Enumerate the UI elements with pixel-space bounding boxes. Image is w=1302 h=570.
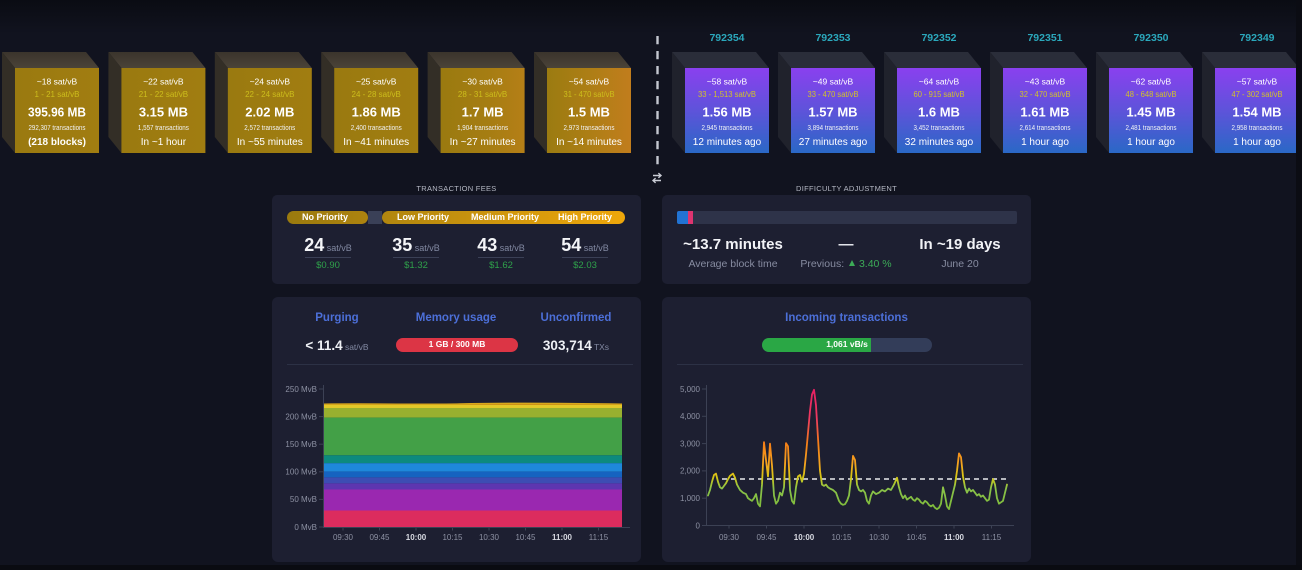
svg-text:24 - 28 sat/vB: 24 - 28 sat/vB — [352, 90, 401, 99]
svg-text:27 minutes ago: 27 minutes ago — [799, 137, 868, 148]
svg-text:395.96 MB: 395.96 MB — [28, 105, 86, 120]
svg-text:32 minutes ago: 32 minutes ago — [905, 137, 974, 148]
svg-text:2,973 transactions: 2,973 transactions — [564, 125, 615, 132]
svg-text:792354: 792354 — [709, 32, 744, 44]
svg-text:11:00: 11:00 — [944, 533, 965, 542]
svg-text:28 - 31 sat/vB: 28 - 31 sat/vB — [458, 90, 507, 99]
svg-text:10:30: 10:30 — [479, 533, 500, 542]
svg-text:09:30: 09:30 — [333, 533, 354, 542]
svg-text:~43 sat/vB: ~43 sat/vB — [1025, 77, 1066, 87]
svg-text:3,000: 3,000 — [680, 439, 701, 448]
svg-text:32 - 470 sat/vB: 32 - 470 sat/vB — [1020, 90, 1071, 99]
svg-text:1 hour ago: 1 hour ago — [1127, 137, 1175, 148]
svg-text:09:45: 09:45 — [369, 533, 390, 542]
svg-text:10:15: 10:15 — [442, 533, 463, 542]
svg-text:1,000: 1,000 — [680, 494, 701, 503]
svg-text:792350: 792350 — [1133, 32, 1168, 44]
svg-text:60 - 915 sat/vB: 60 - 915 sat/vB — [914, 90, 965, 99]
svg-text:3,894 transactions: 3,894 transactions — [808, 125, 859, 132]
svg-text:21 - 22 sat/vB: 21 - 22 sat/vB — [139, 90, 188, 99]
svg-text:50 MvB: 50 MvB — [290, 495, 317, 504]
svg-text:2,000: 2,000 — [680, 467, 701, 476]
svg-text:1 - 21 sat/vB: 1 - 21 sat/vB — [35, 90, 80, 99]
svg-text:~49 sat/vB: ~49 sat/vB — [813, 77, 854, 87]
svg-text:5,000: 5,000 — [680, 385, 701, 394]
svg-text:792349: 792349 — [1239, 32, 1274, 44]
svg-text:1 hour ago: 1 hour ago — [1021, 137, 1069, 148]
svg-text:33 - 1,513 sat/vB: 33 - 1,513 sat/vB — [698, 90, 756, 99]
svg-text:792352: 792352 — [921, 32, 956, 44]
svg-text:10:15: 10:15 — [831, 533, 852, 542]
svg-text:200 MvB: 200 MvB — [285, 412, 317, 421]
svg-text:12 minutes ago: 12 minutes ago — [693, 137, 762, 148]
svg-text:11:00: 11:00 — [552, 533, 573, 542]
svg-text:2.02 MB: 2.02 MB — [245, 105, 294, 120]
svg-text:33 - 470 sat/vB: 33 - 470 sat/vB — [808, 90, 859, 99]
svg-text:1.7 MB: 1.7 MB — [462, 105, 504, 120]
svg-text:In ~41 minutes: In ~41 minutes — [343, 137, 409, 148]
svg-text:In ~55 minutes: In ~55 minutes — [237, 137, 303, 148]
svg-text:1.61 MB: 1.61 MB — [1020, 105, 1069, 120]
svg-text:31 - 470 sat/vB: 31 - 470 sat/vB — [564, 90, 615, 99]
svg-text:1,904 transactions: 1,904 transactions — [457, 125, 508, 132]
svg-text:1.54 MB: 1.54 MB — [1232, 105, 1281, 120]
svg-text:2,958 transactions: 2,958 transactions — [1232, 125, 1283, 132]
svg-text:1.86 MB: 1.86 MB — [352, 105, 401, 120]
svg-text:09:30: 09:30 — [719, 533, 740, 542]
svg-text:~18 sat/vB: ~18 sat/vB — [37, 77, 78, 87]
svg-text:2,572 transactions: 2,572 transactions — [244, 125, 295, 132]
svg-text:~25 sat/vB: ~25 sat/vB — [356, 77, 397, 87]
svg-text:11:15: 11:15 — [589, 533, 609, 542]
svg-text:100 MvB: 100 MvB — [285, 468, 317, 477]
svg-text:11:15: 11:15 — [982, 533, 1002, 542]
svg-text:292,307 transactions: 292,307 transactions — [29, 125, 86, 132]
svg-text:In ~27 minutes: In ~27 minutes — [450, 137, 516, 148]
svg-text:792351: 792351 — [1027, 32, 1062, 44]
svg-text:2,400 transactions: 2,400 transactions — [351, 125, 402, 132]
svg-text:1 hour ago: 1 hour ago — [1233, 137, 1281, 148]
svg-text:~22 sat/vB: ~22 sat/vB — [143, 77, 184, 87]
svg-text:~62 sat/vB: ~62 sat/vB — [1131, 77, 1172, 87]
svg-text:1.57 MB: 1.57 MB — [808, 105, 857, 120]
svg-text:0 MvB: 0 MvB — [294, 523, 317, 532]
svg-text:48 - 648 sat/vB: 48 - 648 sat/vB — [1126, 90, 1177, 99]
svg-text:1.45 MB: 1.45 MB — [1126, 105, 1175, 120]
svg-text:09:45: 09:45 — [756, 533, 777, 542]
svg-text:2,481 transactions: 2,481 transactions — [1126, 125, 1177, 132]
svg-text:In ~1 hour: In ~1 hour — [141, 137, 187, 148]
svg-text:1.6 MB: 1.6 MB — [918, 105, 960, 120]
svg-text:10:45: 10:45 — [515, 533, 536, 542]
svg-text:150 MvB: 150 MvB — [285, 440, 317, 449]
svg-text:10:30: 10:30 — [869, 533, 890, 542]
svg-text:~54 sat/vB: ~54 sat/vB — [569, 77, 610, 87]
svg-text:10:00: 10:00 — [794, 533, 815, 542]
svg-text:47 - 302 sat/vB: 47 - 302 sat/vB — [1232, 90, 1283, 99]
svg-text:2,945 transactions: 2,945 transactions — [702, 125, 753, 132]
svg-text:~24 sat/vB: ~24 sat/vB — [250, 77, 291, 87]
svg-text:~30 sat/vB: ~30 sat/vB — [462, 77, 503, 87]
svg-text:22 - 24 sat/vB: 22 - 24 sat/vB — [245, 90, 294, 99]
svg-text:In ~14 minutes: In ~14 minutes — [556, 137, 622, 148]
svg-text:1.56 MB: 1.56 MB — [702, 105, 751, 120]
svg-text:10:00: 10:00 — [406, 533, 427, 542]
svg-text:~58 sat/vB: ~58 sat/vB — [707, 77, 748, 87]
svg-text:(218 blocks): (218 blocks) — [28, 137, 86, 148]
svg-text:4,000: 4,000 — [680, 412, 701, 421]
svg-text:792353: 792353 — [815, 32, 850, 44]
svg-text:3.15 MB: 3.15 MB — [139, 105, 188, 120]
svg-text:3,452 transactions: 3,452 transactions — [914, 125, 965, 132]
svg-text:1.5 MB: 1.5 MB — [568, 105, 610, 120]
svg-text:250 MvB: 250 MvB — [285, 385, 317, 394]
svg-text:0: 0 — [696, 521, 701, 530]
svg-text:~64 sat/vB: ~64 sat/vB — [919, 77, 960, 87]
svg-text:2,614 transactions: 2,614 transactions — [1020, 125, 1071, 132]
svg-text:~57 sat/vB: ~57 sat/vB — [1237, 77, 1278, 87]
svg-text:1,557 transactions: 1,557 transactions — [138, 125, 189, 132]
svg-text:10:45: 10:45 — [906, 533, 927, 542]
